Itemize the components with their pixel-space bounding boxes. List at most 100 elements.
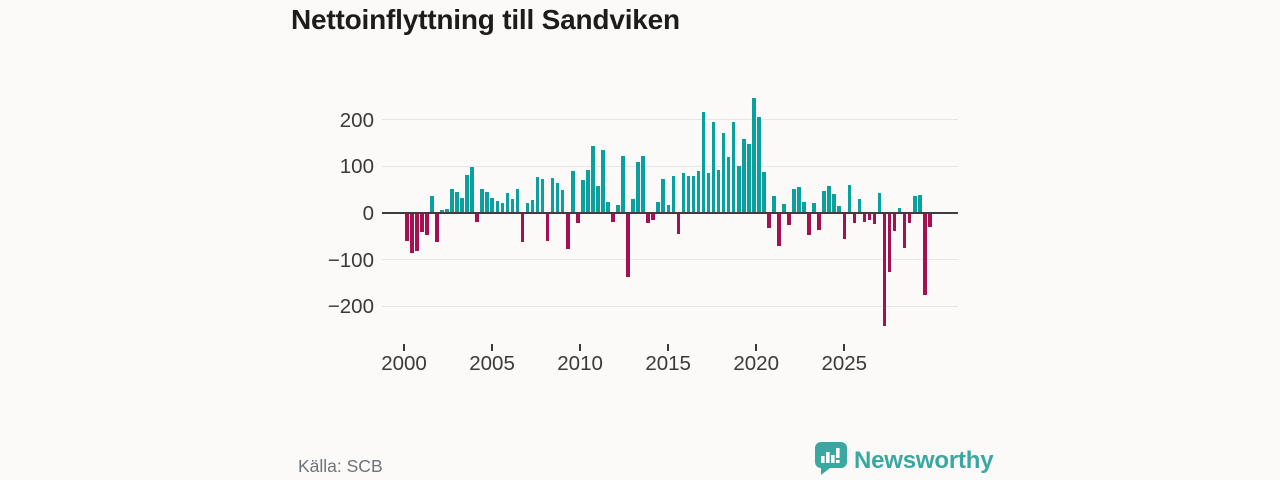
bar-2018Q4: [782, 203, 786, 213]
bar-2019Q3: [797, 187, 801, 213]
x-axis-tick-2010: [579, 344, 582, 351]
bar-2011Q4: [641, 155, 645, 213]
bar-2021Q1: [827, 185, 832, 213]
bar-2002Q2: [450, 188, 454, 213]
bar-2006Q1: [525, 202, 530, 213]
bar-2017Q1: [746, 143, 751, 213]
y-axis-label-200: 200: [339, 108, 374, 132]
x-axis-label-2005: 2005: [469, 352, 515, 375]
bar-2005Q2: [510, 199, 515, 213]
bar-2007Q2: [550, 177, 555, 213]
bar-2018Q2: [772, 195, 776, 213]
bar-2008Q2: [570, 170, 575, 213]
bar-2024Q2: [892, 214, 897, 231]
bar-2023Q3: [877, 192, 882, 213]
bar-2026Q1: [928, 214, 932, 227]
bar-2007Q4: [560, 189, 565, 213]
x-axis-label-2010: 2010: [557, 352, 603, 375]
x-axis-tick-2015: [667, 344, 670, 351]
bar-2024Q1: [887, 214, 892, 272]
bar-2011Q2: [631, 199, 635, 213]
newsworthy-logo: Newsworthy: [814, 441, 994, 480]
gridline-100: [382, 165, 958, 168]
bar-2016Q4: [741, 138, 746, 213]
bar-2008Q1: [565, 214, 570, 250]
bar-2000Q2: [410, 214, 414, 253]
bar-2015Q2: [711, 122, 716, 213]
bar-2017Q2: [752, 97, 756, 213]
bar-2020Q1: [807, 214, 811, 235]
bar-2003Q4: [480, 189, 485, 213]
bar-2000Q1: [405, 214, 409, 242]
bar-2012Q1: [646, 214, 650, 223]
bar-2019Q4: [802, 202, 806, 213]
bar-2012Q2: [651, 214, 655, 220]
x-axis-label-2020: 2020: [733, 352, 779, 375]
bar-2013Q3: [676, 214, 681, 235]
bar-2002Q3: [455, 192, 459, 213]
bar-2015Q4: [721, 133, 726, 213]
newsworthy-wordmark: Newsworthy: [854, 446, 994, 474]
y-axis-label-100: 100: [339, 155, 374, 179]
bar-2021Q4: [842, 214, 847, 240]
bar-2018Q1: [767, 214, 771, 229]
x-axis-tick-2000: [403, 344, 405, 351]
bar-2003Q1: [465, 174, 469, 213]
bar-2013Q4: [681, 173, 686, 213]
bar-2002Q4: [460, 198, 464, 213]
bar-2006Q3: [535, 176, 540, 213]
bar-2009Q1: [586, 169, 590, 213]
bar-2003Q3: [475, 214, 479, 222]
bar-2024Q4: [902, 214, 907, 249]
bar-2024Q3: [897, 208, 902, 213]
x-axis-tick-2025: [843, 344, 846, 351]
y-axis-label--100: −100: [327, 248, 374, 272]
gridline--200: [382, 305, 958, 308]
bar-2001Q1: [425, 214, 429, 235]
bar-2003Q2: [470, 167, 474, 213]
bar-2019Q2: [792, 188, 796, 213]
bar-2014Q2: [691, 175, 696, 213]
bar-2013Q1: [666, 205, 671, 213]
chart-title: Nettoinflyttning till Sandviken: [291, 4, 680, 35]
bar-2011Q3: [636, 161, 640, 213]
bar-2005Q1: [505, 192, 510, 213]
bar-2013Q2: [671, 175, 676, 213]
bar-2010Q2: [611, 214, 615, 222]
bar-2001Q2: [430, 195, 434, 213]
bar-2023Q1: [867, 214, 872, 220]
bar-2017Q3: [757, 116, 761, 213]
bar-2000Q3: [415, 214, 419, 252]
bar-2014Q4: [701, 111, 706, 213]
bar-2016Q3: [736, 166, 741, 213]
bar-2020Q2: [812, 202, 816, 213]
bar-2025Q2: [912, 195, 917, 213]
bar-2009Q4: [601, 150, 605, 213]
gridline--100: [382, 258, 958, 261]
bar-2017Q4: [762, 171, 766, 213]
bar-2006Q4: [540, 179, 545, 213]
x-axis-label-2025: 2025: [821, 352, 868, 375]
bar-2007Q1: [545, 214, 550, 241]
x-axis-label-2015: 2015: [645, 352, 691, 375]
bar-2012Q3: [656, 202, 661, 213]
bar-2022Q4: [862, 214, 867, 222]
bar-2023Q4: [882, 214, 887, 327]
bar-2015Q3: [716, 169, 721, 213]
bar-2018Q3: [777, 214, 781, 247]
x-axis-tick-2020: [755, 344, 758, 351]
bar-2022Q3: [857, 199, 862, 213]
bar-2008Q4: [581, 179, 585, 213]
bar-2010Q4: [621, 156, 625, 213]
bar-2021Q3: [837, 205, 842, 213]
gridline-200: [382, 118, 958, 121]
bar-2001Q3: [435, 214, 439, 242]
x-axis-tick-2005: [491, 344, 494, 351]
bar-2001Q4: [440, 210, 444, 213]
bar-2014Q3: [696, 171, 701, 213]
bar-2004Q3: [495, 201, 500, 213]
bar-2025Q1: [907, 214, 912, 224]
bar-2005Q3: [515, 188, 520, 213]
bar-2023Q2: [872, 214, 877, 225]
bar-2022Q2: [852, 214, 857, 224]
